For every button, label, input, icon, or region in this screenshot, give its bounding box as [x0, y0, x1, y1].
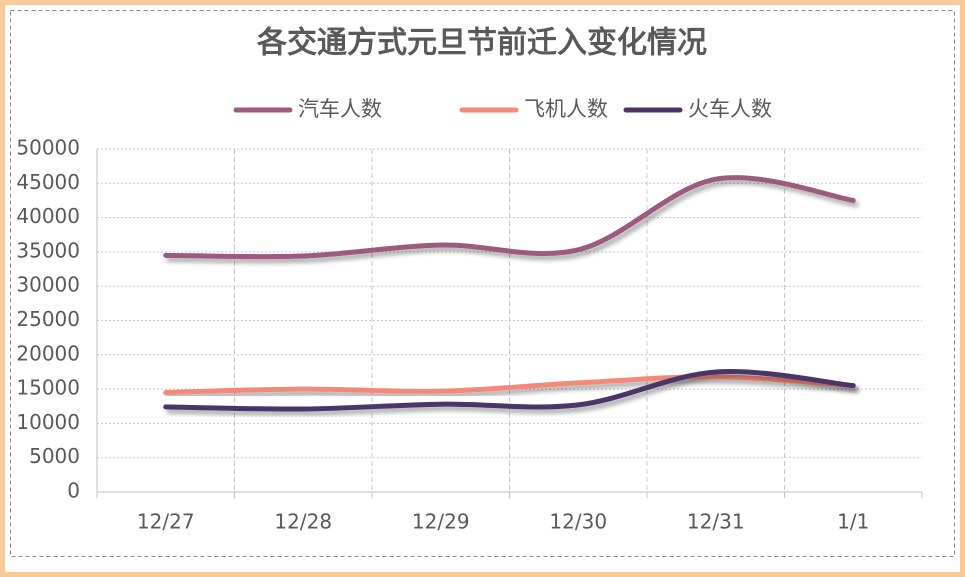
chart-title: 各交通方式元旦节前迁入变化情况 — [256, 26, 707, 61]
legend-label: 飞机人数 — [524, 97, 608, 121]
y-tick-label: 0 — [67, 479, 80, 503]
inner-border — [10, 10, 955, 557]
x-tick-label: 12/29 — [412, 510, 470, 534]
x-tick-label: 12/30 — [549, 510, 607, 534]
x-tick-label: 12/27 — [137, 510, 195, 534]
x-tick-label: 12/28 — [274, 510, 332, 534]
series-line — [163, 369, 856, 412]
x-tick-label: 1/1 — [837, 510, 869, 534]
y-tick-label: 20000 — [16, 341, 80, 365]
y-tick-label: 15000 — [16, 376, 80, 400]
y-tick-label: 40000 — [16, 204, 80, 228]
y-tick-label: 5000 — [29, 444, 80, 468]
y-tick-label: 35000 — [16, 238, 80, 262]
y-tick-label: 50000 — [16, 136, 80, 160]
y-tick-label: 10000 — [16, 410, 80, 434]
series-line — [163, 374, 856, 396]
series-line — [163, 175, 856, 260]
y-tick-label: 25000 — [16, 307, 80, 331]
y-tick-label: 30000 — [16, 273, 80, 297]
legend-label: 火车人数 — [688, 97, 772, 121]
x-tick-label: 12/31 — [687, 510, 745, 534]
y-tick-label: 45000 — [16, 170, 80, 194]
legend-label: 汽车人数 — [298, 97, 382, 121]
